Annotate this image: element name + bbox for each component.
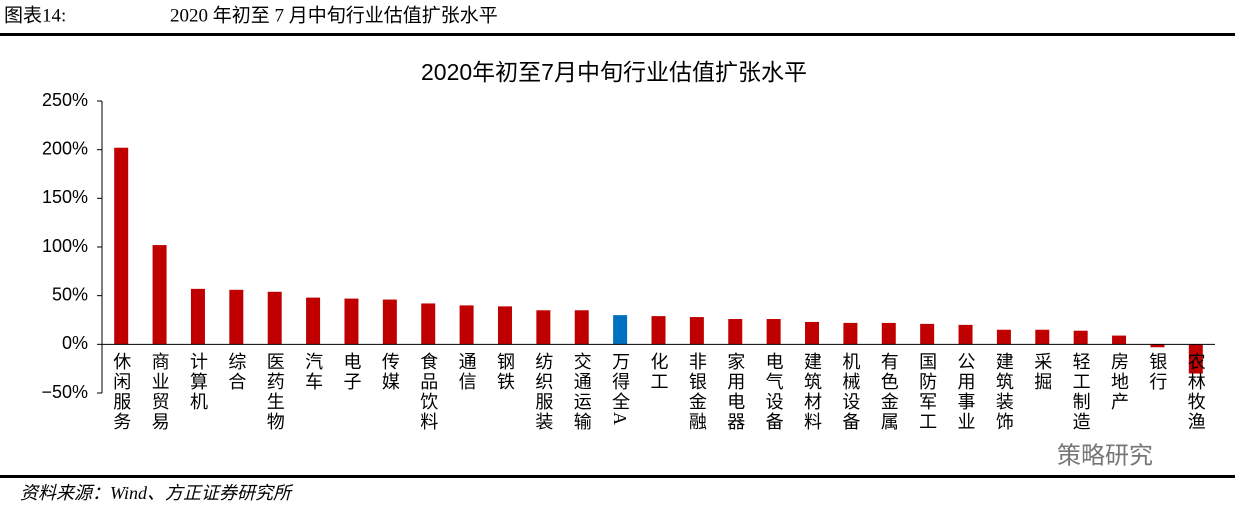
bar xyxy=(190,288,205,345)
bar xyxy=(613,315,628,345)
bar xyxy=(421,303,436,345)
y-tick-label: 200% xyxy=(42,138,88,158)
x-tick-label: 家用电器 xyxy=(725,352,745,432)
x-tick-label: 医药生物 xyxy=(265,352,285,432)
bar xyxy=(114,147,129,345)
x-tick-label: 汽车 xyxy=(303,352,323,392)
bar xyxy=(152,245,167,345)
bar xyxy=(689,317,704,345)
x-tick-label: 建筑装饰 xyxy=(994,352,1014,432)
bar xyxy=(574,310,589,345)
bar xyxy=(1073,330,1088,345)
bar xyxy=(382,299,397,345)
y-tick-label: 50% xyxy=(52,284,88,304)
bar xyxy=(996,329,1011,345)
x-tick-label: 房地产 xyxy=(1109,352,1129,412)
bar xyxy=(805,321,820,345)
y-tick-label: −50% xyxy=(41,382,88,402)
y-tick-label: 100% xyxy=(42,236,88,256)
bar xyxy=(843,322,858,345)
x-tick-label: 化工 xyxy=(649,352,669,392)
bar xyxy=(958,324,973,345)
x-tick-label: 建筑材料 xyxy=(802,352,822,432)
x-tick-label: 食品饮料 xyxy=(418,352,438,432)
bar xyxy=(728,319,743,345)
figure-title: 2020 年初至 7 月中旬行业估值扩张水平 xyxy=(170,4,498,26)
figure-label: 图表14: xyxy=(4,4,66,26)
bar xyxy=(344,298,359,345)
x-tick-label: 国防军工 xyxy=(917,352,937,432)
x-tick-label: 机械设备 xyxy=(840,352,860,432)
x-tick-label: 银行 xyxy=(1147,352,1167,392)
x-tick-label: 万得全A xyxy=(610,352,630,427)
bar xyxy=(766,319,781,345)
x-tick-label: 通信 xyxy=(457,352,477,392)
bar xyxy=(459,305,474,345)
x-tick-label: 交通运输 xyxy=(572,352,592,432)
x-tick-label: 采掘 xyxy=(1032,352,1052,392)
bar xyxy=(1112,335,1127,345)
x-tick-label: 综合 xyxy=(226,352,246,392)
x-tick-label: 非银金融 xyxy=(687,352,707,432)
x-tick-label: 传媒 xyxy=(380,352,400,392)
x-tick-label: 电气设备 xyxy=(764,352,784,432)
bar xyxy=(651,316,666,345)
x-tick-label: 商业贸易 xyxy=(150,352,170,432)
x-tick-label: 有色金属 xyxy=(879,352,899,432)
bar xyxy=(1150,344,1165,348)
bottom-rule xyxy=(0,475,1235,478)
x-tick-label: 轻工制造 xyxy=(1071,352,1091,432)
bar xyxy=(920,323,935,345)
y-tick-label: 0% xyxy=(62,333,88,353)
y-tick-label: 150% xyxy=(42,187,88,207)
bar xyxy=(1188,344,1203,374)
bar xyxy=(1035,329,1050,345)
bar xyxy=(267,291,282,345)
x-tick-label: 农林牧渔 xyxy=(1186,352,1206,432)
watermark: 策略研究 xyxy=(1057,443,1153,470)
x-tick-label: 休闲服务 xyxy=(111,352,131,432)
x-tick-label: 钢铁 xyxy=(495,352,515,392)
x-tick-label: 电子 xyxy=(341,352,361,392)
x-tick-label: 纺织服装 xyxy=(533,352,553,432)
top-rule xyxy=(0,33,1235,36)
source-note: 资料来源：Wind、方正证券研究所 xyxy=(20,483,294,503)
bar xyxy=(306,297,321,345)
bar xyxy=(881,322,896,345)
y-tick-label: 250% xyxy=(42,90,88,110)
plot: −50% 0% 50% 100% 150% 200% 250% 休闲服务 商业贸易 计算机 综合 医药… xyxy=(41,90,1215,432)
bar xyxy=(229,289,244,345)
bar xyxy=(536,310,551,345)
bar xyxy=(497,306,512,345)
x-tick-label: 公用事业 xyxy=(956,352,976,432)
chart-title: 2020年初至7月中旬行业估值扩张水平 xyxy=(421,59,807,85)
x-tick-label: 计算机 xyxy=(188,352,208,412)
